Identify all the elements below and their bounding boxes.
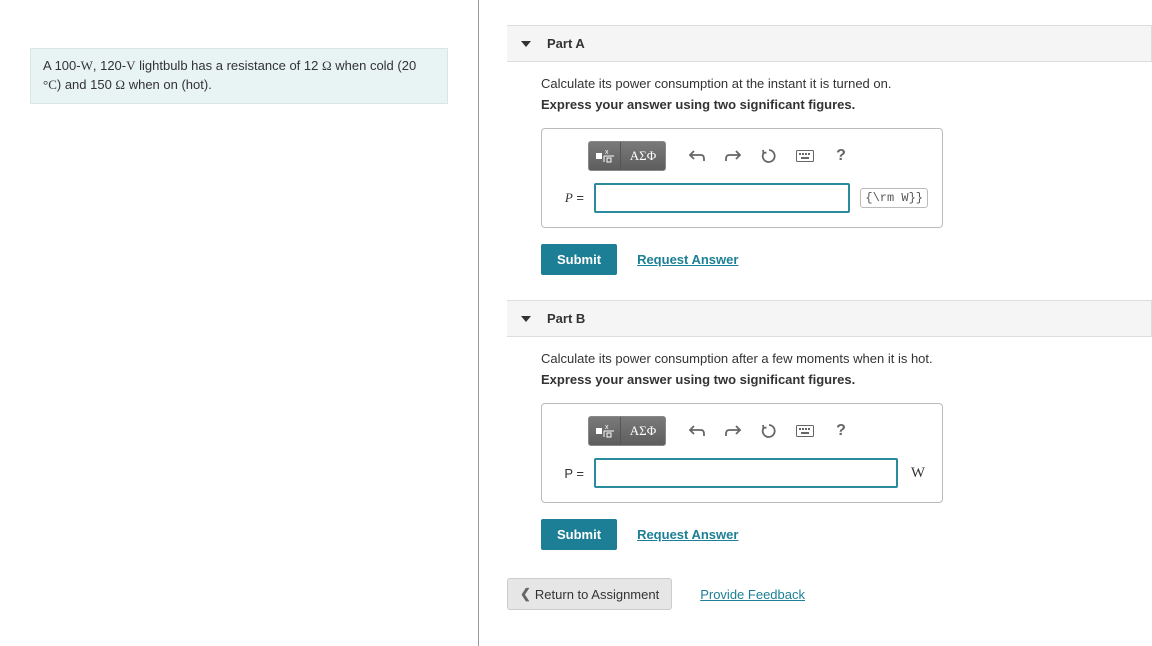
- greek-button[interactable]: ΑΣΦ: [621, 417, 665, 445]
- redo-icon[interactable]: [718, 142, 748, 170]
- variable-label: P =: [556, 190, 584, 206]
- provide-feedback-link[interactable]: Provide Feedback: [700, 587, 805, 602]
- part-title: Part A: [547, 36, 585, 51]
- unit-label: {\rm W}}: [860, 188, 928, 208]
- greek-button[interactable]: ΑΣΦ: [621, 142, 665, 170]
- problem-text: when cold (20: [332, 58, 417, 73]
- return-label: Return to Assignment: [535, 587, 659, 602]
- part-b-header[interactable]: Part B: [507, 300, 1152, 337]
- undo-icon[interactable]: [682, 142, 712, 170]
- submit-button[interactable]: Submit: [541, 244, 617, 275]
- help-icon[interactable]: ?: [826, 142, 856, 170]
- variable-label: P =: [556, 466, 584, 481]
- problem-statement: A 100-W, 120-V lightbulb has a resistanc…: [30, 48, 448, 104]
- unit-ohm: Ω: [322, 58, 332, 73]
- answer-input[interactable]: [594, 458, 898, 488]
- svg-text:x: x: [605, 424, 609, 431]
- help-icon[interactable]: ?: [826, 417, 856, 445]
- answer-box: x ΑΣΦ: [541, 128, 943, 228]
- part-a-hint: Express your answer using two significan…: [541, 97, 1152, 112]
- chevron-left-icon: ❮: [520, 586, 531, 602]
- equation-toolbar: x ΑΣΦ: [542, 129, 942, 181]
- template-button[interactable]: x: [589, 417, 621, 445]
- part-title: Part B: [547, 311, 585, 326]
- reset-icon[interactable]: [754, 142, 784, 170]
- return-button[interactable]: ❮ Return to Assignment: [507, 578, 672, 610]
- keyboard-icon[interactable]: [790, 417, 820, 445]
- unit-volt: V: [126, 58, 135, 73]
- part-b-hint: Express your answer using two significan…: [541, 372, 1152, 387]
- request-answer-link[interactable]: Request Answer: [637, 527, 738, 542]
- template-button[interactable]: x: [589, 142, 621, 170]
- collapse-icon: [521, 316, 531, 322]
- reset-icon[interactable]: [754, 417, 784, 445]
- redo-icon[interactable]: [718, 417, 748, 445]
- unit-celsius: C: [48, 77, 57, 92]
- unit-label: W: [908, 465, 928, 482]
- part-a-prompt: Calculate its power consumption at the i…: [541, 76, 1152, 91]
- answer-input[interactable]: [594, 183, 850, 213]
- problem-text: lightbulb has a resistance of 12: [136, 58, 322, 73]
- part-a-header[interactable]: Part A: [507, 25, 1152, 62]
- unit-watt: W: [81, 58, 93, 73]
- undo-icon[interactable]: [682, 417, 712, 445]
- problem-text: A 100-: [43, 58, 81, 73]
- problem-text: , 120-: [93, 58, 126, 73]
- svg-text:x: x: [605, 149, 609, 156]
- problem-text: when on (hot).: [125, 77, 212, 92]
- unit-ohm: Ω: [115, 77, 125, 92]
- collapse-icon: [521, 41, 531, 47]
- keyboard-icon[interactable]: [790, 142, 820, 170]
- answer-box: x ΑΣΦ: [541, 403, 943, 503]
- request-answer-link[interactable]: Request Answer: [637, 252, 738, 267]
- submit-button[interactable]: Submit: [541, 519, 617, 550]
- part-b-prompt: Calculate its power consumption after a …: [541, 351, 1152, 366]
- equation-toolbar: x ΑΣΦ: [542, 404, 942, 456]
- problem-text: ) and 150: [57, 77, 116, 92]
